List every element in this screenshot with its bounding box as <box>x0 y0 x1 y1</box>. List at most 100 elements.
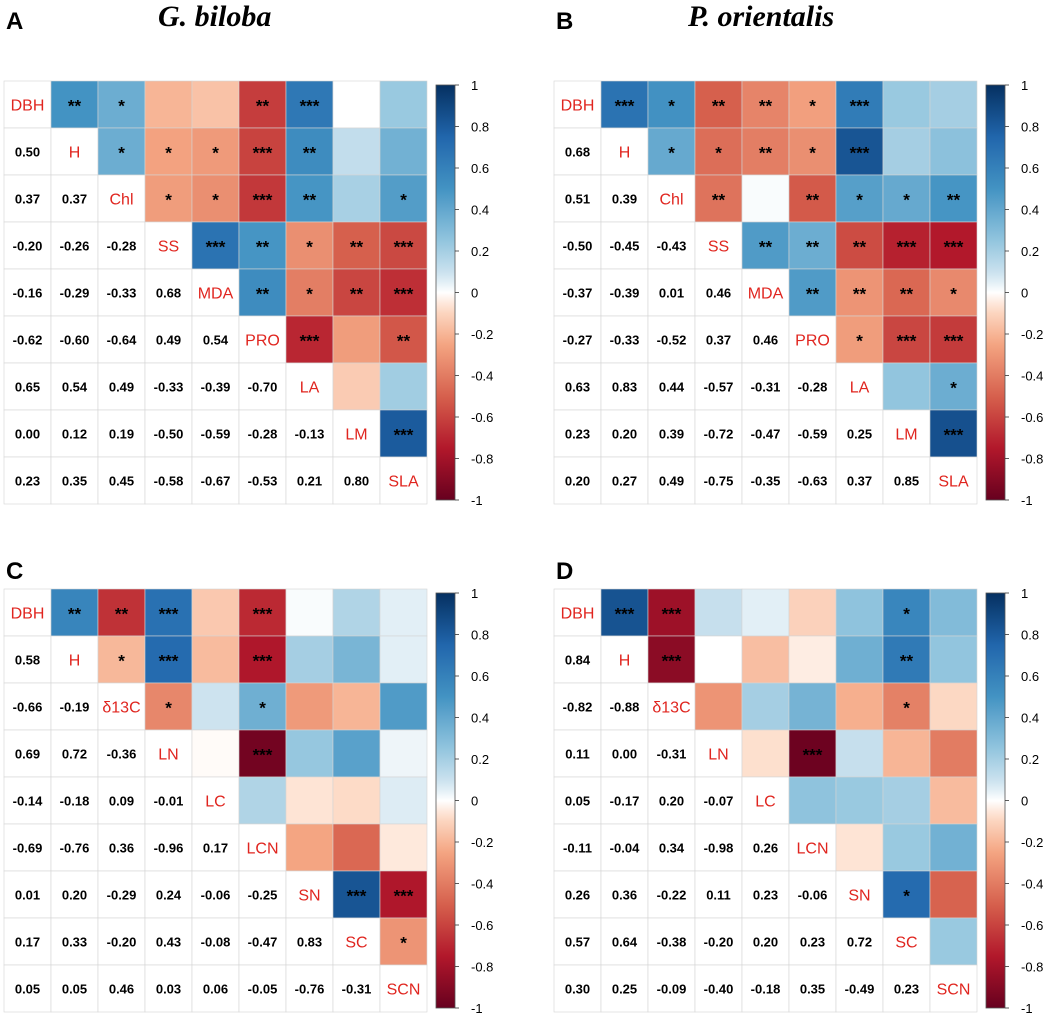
correlation-value: -0.69 <box>13 841 43 856</box>
correlation-value: 0.35 <box>62 474 87 489</box>
heatmap-cell <box>144 174 193 223</box>
heatmap-cell <box>835 174 884 223</box>
variable-label: LCN <box>796 841 828 858</box>
significance-stars: * <box>212 191 219 210</box>
heatmap-cell-blank <box>97 776 146 825</box>
correlation-value: -0.28 <box>798 380 828 395</box>
heatmap-cell <box>929 729 978 778</box>
heatmap-cell <box>332 174 381 223</box>
heatmap-cell <box>332 776 381 825</box>
heatmap-cell-blank <box>741 268 790 317</box>
correlation-value: -0.76 <box>295 982 325 997</box>
heatmap-cell <box>191 682 240 731</box>
heatmap-cell-blank <box>97 456 146 505</box>
significance-stars: * <box>259 699 266 718</box>
correlation-value: 0.11 <box>706 888 731 903</box>
heatmap-cell-blank <box>97 409 146 458</box>
correlation-value: 0.58 <box>15 653 40 668</box>
significance-stars: *** <box>615 605 635 624</box>
heatmap-cell-blank <box>553 315 602 364</box>
heatmap-cell-blank <box>97 964 146 1013</box>
heatmap-cell <box>379 174 428 223</box>
correlation-value: -0.66 <box>13 700 43 715</box>
heatmap-cell-blank <box>191 776 240 825</box>
significance-stars: ** <box>900 285 914 304</box>
correlation-value: 0.20 <box>62 888 87 903</box>
heatmap-cell <box>882 80 931 129</box>
legend-tick-label: 0 <box>1021 794 1028 809</box>
correlation-value: 0.34 <box>659 841 685 856</box>
heatmap-cell-blank <box>882 917 931 966</box>
heatmap-cell-blank <box>788 362 837 411</box>
legend-tick-label: 0.8 <box>1021 120 1039 135</box>
heatmap-cell <box>332 823 381 872</box>
legend-tick-label: 0.6 <box>1021 161 1039 176</box>
correlation-value: -0.47 <box>248 935 278 950</box>
correlation-value: -0.63 <box>798 474 828 489</box>
heatmap-cell-blank <box>647 823 696 872</box>
correlation-value: -0.38 <box>657 935 687 950</box>
heatmap-cell <box>788 127 837 176</box>
heatmap-cell-blank <box>3 823 52 872</box>
variable-label: δ13C <box>652 700 690 717</box>
correlation-value: 0.68 <box>565 145 590 160</box>
correlation-value: 0.00 <box>15 427 40 442</box>
heatmap-cell <box>882 635 931 684</box>
heatmap-cell-blank <box>694 315 743 364</box>
heatmap-cell-blank <box>3 917 52 966</box>
heatmap-cell <box>882 870 931 919</box>
heatmap-cell-blank <box>553 80 602 129</box>
heatmap-cell-blank <box>647 729 696 778</box>
heatmap-cell <box>929 917 978 966</box>
significance-stars: * <box>950 379 957 398</box>
significance-stars: * <box>165 699 172 718</box>
significance-stars: ** <box>303 144 317 163</box>
correlation-value: 0.33 <box>62 935 87 950</box>
heatmap-cell <box>694 682 743 731</box>
significance-stars: ** <box>759 97 773 116</box>
heatmap-cell-blank <box>50 456 99 505</box>
correlation-value: 0.12 <box>62 427 87 442</box>
correlation-matrix-b: DBH *** * ** ** * ***0.68 H * * ** * ***0.51 0.39 Chl *… <box>553 78 1043 508</box>
legend-tick-label: 1 <box>1021 586 1028 601</box>
correlation-value: -0.82 <box>563 700 593 715</box>
correlation-matrix-a: DBH ** * ** ***0.50 H * * * *** **0.37 0.37 Chl * * ***… <box>3 78 493 508</box>
heatmap-cell <box>788 635 837 684</box>
heatmap-cell-blank <box>600 315 649 364</box>
significance-stars: ** <box>853 285 867 304</box>
significance-stars: ** <box>806 191 820 210</box>
correlation-value: 0.11 <box>565 747 590 762</box>
correlation-value: 0.36 <box>612 888 637 903</box>
heatmap-cell-blank <box>50 964 99 1013</box>
heatmap-cell <box>929 80 978 129</box>
significance-stars: * <box>668 97 675 116</box>
heatmap-cell <box>694 635 743 684</box>
heatmap-cell <box>835 776 884 825</box>
heatmap-cell-blank <box>3 776 52 825</box>
heatmap-cell <box>835 635 884 684</box>
significance-stars: ** <box>303 191 317 210</box>
legend-tick-label: -1 <box>471 1001 483 1016</box>
heatmap-cell-blank <box>741 456 790 505</box>
heatmap-cell-blank <box>647 870 696 919</box>
correlation-value: 0.49 <box>659 474 684 489</box>
significance-stars: *** <box>615 97 635 116</box>
heatmap-cell-blank <box>97 870 146 919</box>
heatmap-cell <box>882 174 931 223</box>
heatmap-cell <box>332 127 381 176</box>
heatmap-cell <box>332 221 381 270</box>
heatmap-cell-blank <box>144 729 193 778</box>
variable-label: LM <box>345 427 367 444</box>
significance-stars: ** <box>350 238 364 257</box>
legend-tick-label: -0.8 <box>1021 960 1043 975</box>
legend-tick-label: 0.6 <box>471 161 489 176</box>
legend-tick-label: 1 <box>471 586 478 601</box>
correlation-value: 0.24 <box>156 888 182 903</box>
heatmap-cell <box>379 682 428 731</box>
heatmap-cell-blank <box>600 776 649 825</box>
heatmap-cell <box>379 588 428 637</box>
heatmap-cell <box>191 729 240 778</box>
correlation-value: 0.17 <box>15 935 40 950</box>
heatmap-cell-blank <box>144 776 193 825</box>
heatmap-cell-blank <box>694 456 743 505</box>
